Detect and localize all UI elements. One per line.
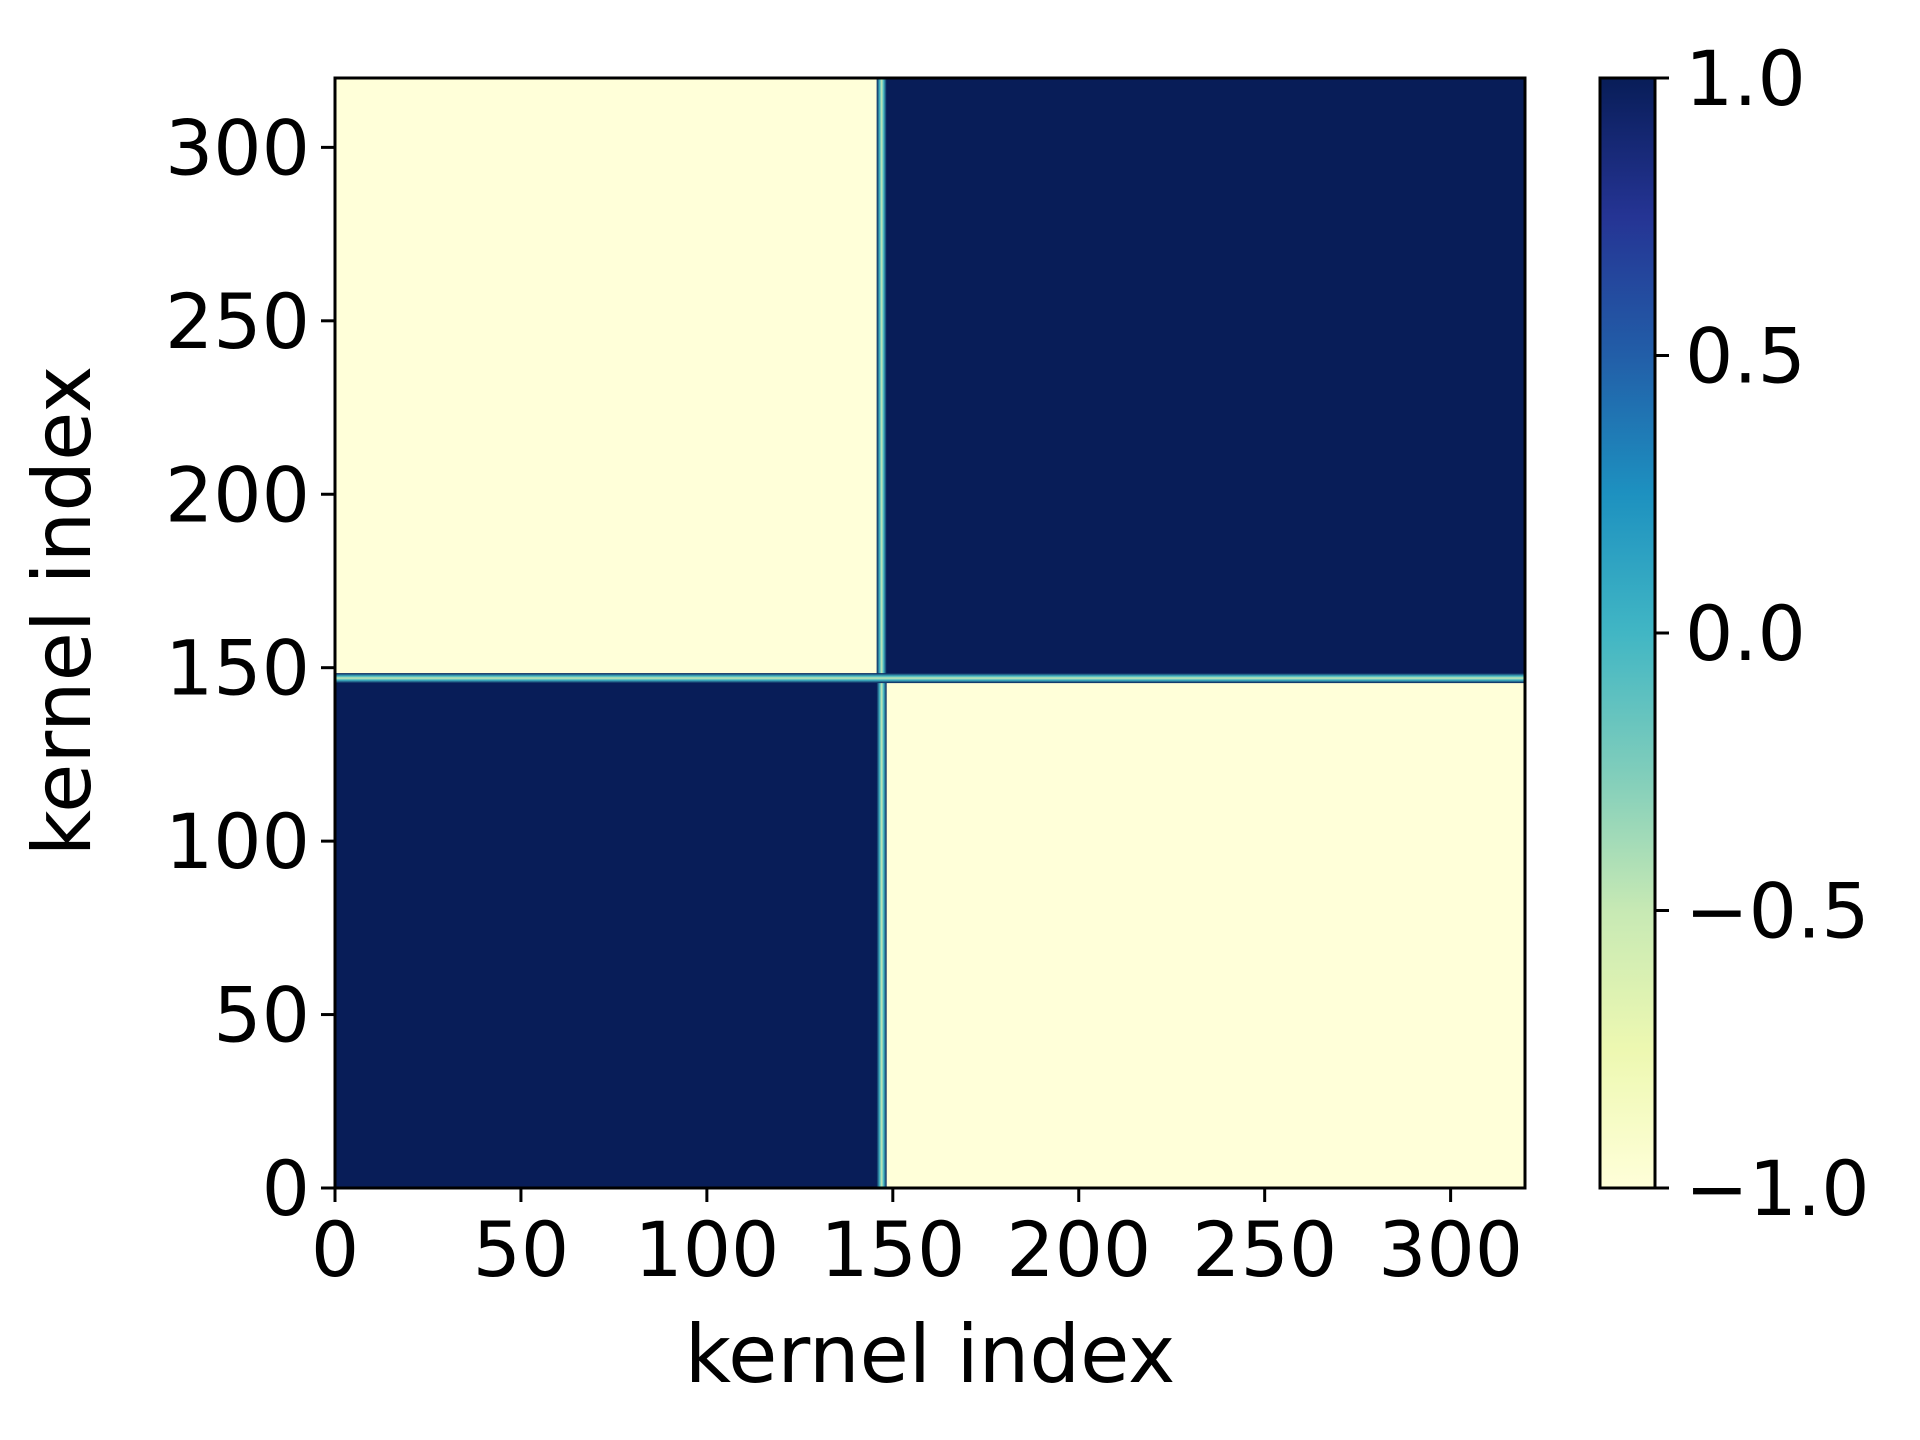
colorbar-tick-label: 0.0 (1685, 589, 1806, 678)
heatmap-cells (335, 78, 1525, 1188)
x-tick-label: 300 (1378, 1205, 1523, 1294)
heatmap-block (881, 78, 1525, 679)
colorbar-tick-label: 0.5 (1685, 312, 1806, 401)
heatmap-block (335, 678, 882, 1188)
x-axis: 0 50 100 150 200 250 300 (311, 1188, 1523, 1294)
y-tick-label: 150 (165, 624, 310, 713)
colorbar-tick-label: −0.5 (1685, 867, 1870, 956)
x-tick-label: 0 (311, 1205, 359, 1294)
y-tick-label: 250 (165, 277, 310, 366)
colorbar-ticks: 1.0 0.5 0.0 −0.5 −1.0 (1655, 34, 1870, 1233)
y-tick-label: 50 (213, 971, 310, 1060)
y-tick-label: 300 (165, 103, 310, 192)
vertical-boundary (876, 78, 887, 1188)
y-tick-label: 200 (165, 450, 310, 539)
y-tick-label: 100 (165, 797, 310, 886)
plot-frame (333, 76, 1527, 1190)
heatmap-block (335, 78, 882, 679)
colorbar-tick-label: 1.0 (1685, 34, 1806, 123)
y-tick-label: 0 (262, 1144, 310, 1233)
x-tick-label: 100 (634, 1205, 779, 1294)
x-tick-label: 150 (820, 1205, 965, 1294)
y-axis-label: kernel index (16, 366, 109, 857)
heatmap-block (881, 678, 1525, 1188)
x-tick-label: 200 (1006, 1205, 1151, 1294)
colorbar-tick-label: −1.0 (1685, 1144, 1870, 1233)
x-tick-label: 250 (1192, 1205, 1337, 1294)
horizontal-boundary (335, 673, 1525, 684)
block-boundaries (335, 78, 1525, 1188)
x-tick-label: 50 (473, 1205, 570, 1294)
colorbar (1598, 76, 1657, 1190)
x-axis-label: kernel index (685, 1308, 1176, 1401)
y-axis: 0 50 100 150 200 250 300 (165, 103, 335, 1233)
